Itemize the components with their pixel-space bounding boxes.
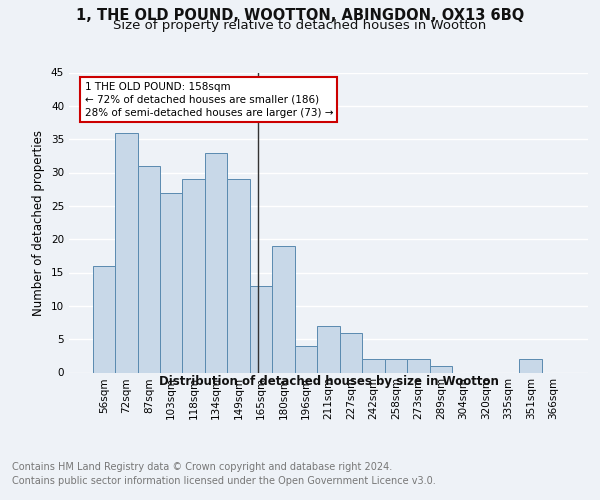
Bar <box>160 192 182 372</box>
Bar <box>295 346 317 372</box>
Bar <box>137 166 160 372</box>
Text: 1 THE OLD POUND: 158sqm
← 72% of detached houses are smaller (186)
28% of semi-d: 1 THE OLD POUND: 158sqm ← 72% of detache… <box>85 82 333 118</box>
Bar <box>430 366 452 372</box>
Text: 1, THE OLD POUND, WOOTTON, ABINGDON, OX13 6BQ: 1, THE OLD POUND, WOOTTON, ABINGDON, OX1… <box>76 8 524 22</box>
Bar <box>520 359 542 372</box>
Bar <box>385 359 407 372</box>
Text: Contains public sector information licensed under the Open Government Licence v3: Contains public sector information licen… <box>12 476 436 486</box>
Bar <box>227 179 250 372</box>
Bar <box>340 332 362 372</box>
Text: Distribution of detached houses by size in Wootton: Distribution of detached houses by size … <box>159 375 499 388</box>
Bar <box>362 359 385 372</box>
Bar <box>205 152 227 372</box>
Text: Size of property relative to detached houses in Wootton: Size of property relative to detached ho… <box>113 19 487 32</box>
Bar <box>407 359 430 372</box>
Bar <box>317 326 340 372</box>
Bar <box>182 179 205 372</box>
Text: Contains HM Land Registry data © Crown copyright and database right 2024.: Contains HM Land Registry data © Crown c… <box>12 462 392 472</box>
Y-axis label: Number of detached properties: Number of detached properties <box>32 130 46 316</box>
Bar <box>115 132 137 372</box>
Bar <box>250 286 272 372</box>
Bar <box>92 266 115 372</box>
Bar <box>272 246 295 372</box>
